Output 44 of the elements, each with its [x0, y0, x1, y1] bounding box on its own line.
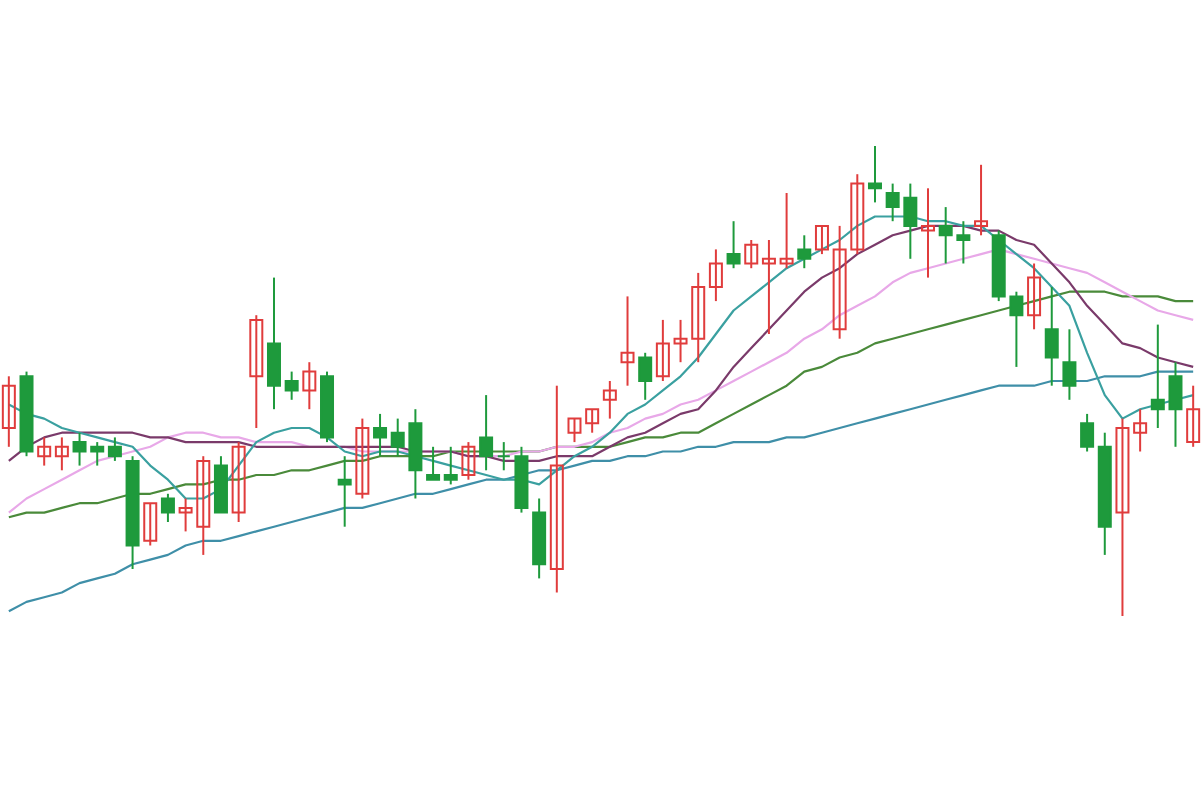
candlestick	[461, 441, 476, 481]
candlestick	[1133, 408, 1148, 453]
candlestick	[426, 445, 441, 481]
candlestick	[655, 318, 670, 382]
candlestick	[761, 239, 776, 335]
candlestick	[302, 361, 317, 411]
candlestick	[567, 417, 582, 444]
candlestick	[638, 351, 653, 401]
candlestick	[726, 220, 741, 270]
candlestick	[779, 192, 794, 270]
candlestick	[284, 370, 299, 401]
candlestick	[107, 436, 122, 462]
candlestick	[496, 441, 511, 472]
candlestick	[1062, 328, 1077, 401]
candlestick	[549, 384, 564, 594]
candlestick	[443, 445, 458, 486]
candlestick	[797, 234, 812, 270]
candlestick	[479, 394, 494, 472]
candlestick	[708, 248, 723, 303]
candlestick	[585, 408, 600, 434]
candlestick	[373, 412, 388, 458]
candlestick	[337, 455, 352, 528]
candlestick	[867, 145, 882, 204]
candlestick	[602, 380, 617, 420]
candlestick	[143, 502, 158, 547]
candlestick	[231, 441, 246, 523]
candlestick	[1080, 412, 1095, 453]
candlestick	[249, 314, 264, 429]
candlestick	[974, 163, 989, 237]
candlestick	[160, 492, 175, 523]
candlestick	[1027, 262, 1042, 331]
candlestick	[1044, 286, 1059, 387]
candlestick	[1, 375, 16, 448]
candlestick	[37, 436, 52, 467]
candlestick	[54, 436, 69, 472]
candlestick	[1186, 384, 1201, 448]
candlestick	[266, 276, 281, 411]
candlestick	[620, 295, 635, 387]
candlestick	[213, 455, 228, 514]
candlestick	[1115, 417, 1130, 617]
candlestick	[921, 187, 936, 279]
candlestick	[355, 417, 370, 500]
candlestick	[744, 239, 759, 270]
candlestick	[814, 224, 829, 256]
